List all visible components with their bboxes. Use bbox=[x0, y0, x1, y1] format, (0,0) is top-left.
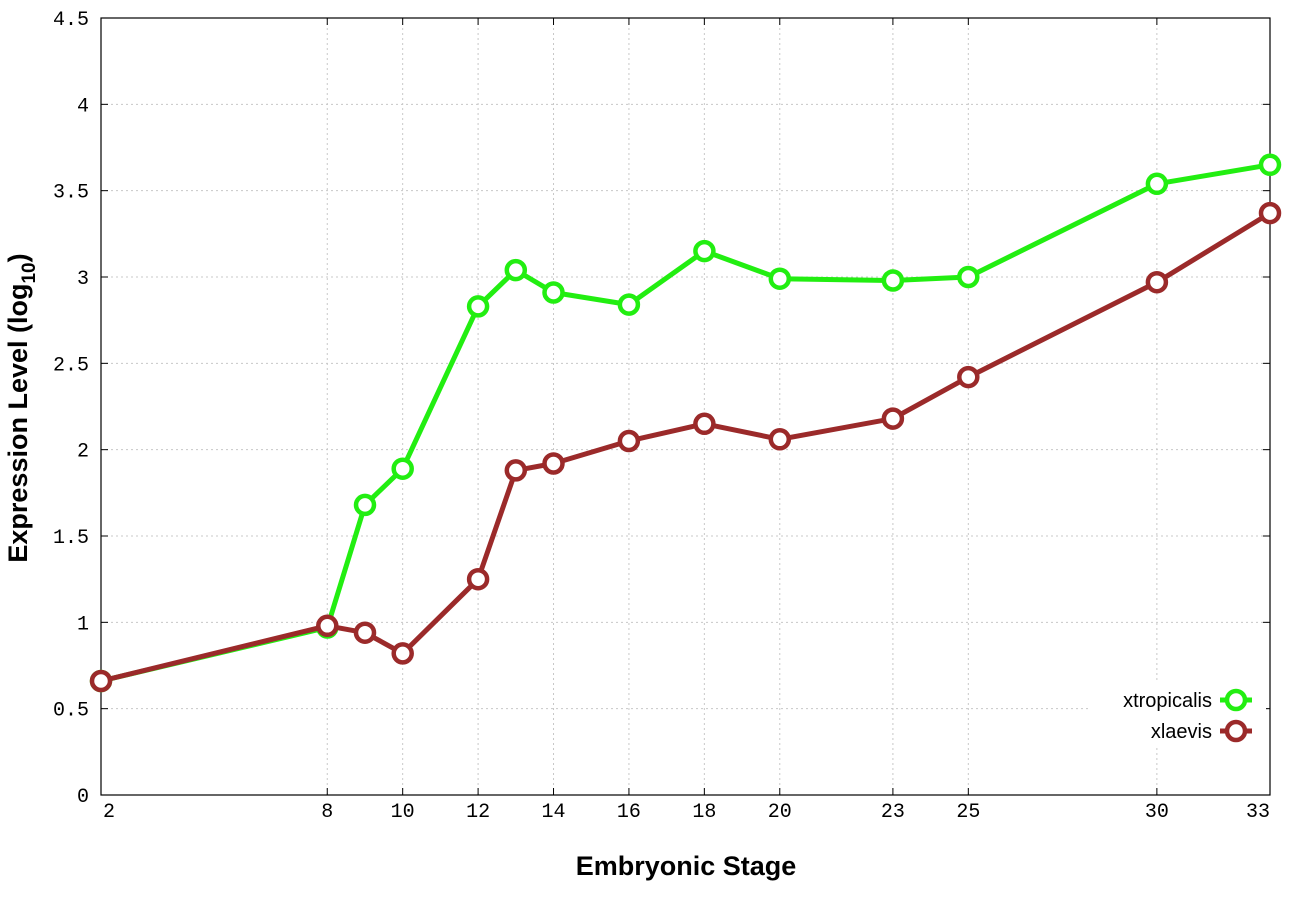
data-point-xlaevis bbox=[542, 452, 565, 475]
y-tick-label: 4.5 bbox=[53, 9, 89, 32]
x-tick-labels: 2 8 10 12 14 16 18 20 23 25 30 33 bbox=[103, 801, 1270, 824]
data-point-xtropicalis bbox=[1145, 172, 1169, 196]
data-point-xlaevis bbox=[1258, 201, 1282, 225]
x-tick-label: 20 bbox=[768, 801, 792, 824]
data-point-xlaevis bbox=[466, 567, 490, 591]
legend-label-xtropicalis: xtropicalis bbox=[1123, 690, 1212, 712]
data-point-xtropicalis bbox=[957, 265, 980, 289]
x-tick-label: 18 bbox=[692, 801, 716, 824]
axis-ticks bbox=[100, 17, 1271, 796]
plot-frame bbox=[100, 17, 1271, 796]
series-line-xtropicalis bbox=[100, 162, 1271, 684]
data-point-xtropicalis bbox=[391, 457, 414, 480]
legend-label-xlaevis: xlaevis bbox=[1151, 721, 1212, 743]
data-point-xtropicalis bbox=[693, 239, 716, 263]
x-tick-label: 12 bbox=[466, 801, 490, 824]
x-tick-label: 2 bbox=[103, 801, 115, 824]
x-tick-label: 23 bbox=[881, 801, 905, 824]
data-point-xlaevis bbox=[504, 459, 528, 482]
y-tick-label: 1 bbox=[77, 613, 89, 636]
data-point-xlaevis bbox=[316, 614, 339, 638]
data-point-xlaevis bbox=[89, 669, 113, 693]
series-line-xlaevis bbox=[100, 210, 1272, 684]
x-tick-label: 8 bbox=[321, 801, 333, 824]
y-tick-label: 3 bbox=[77, 268, 89, 291]
legend: xtropicalis xlaevis bbox=[1090, 680, 1266, 748]
y-tick-label: 3.5 bbox=[53, 182, 89, 205]
y-axis-title-subscript: 10 bbox=[19, 262, 40, 283]
legend-marker-xtropicalis bbox=[1224, 688, 1248, 712]
x-tick-label: 33 bbox=[1246, 801, 1270, 824]
data-point-xlaevis bbox=[768, 428, 792, 451]
data-point-xtropicalis bbox=[353, 493, 377, 517]
y-tick-label: 2 bbox=[77, 441, 89, 464]
y-tick-label: 4 bbox=[77, 95, 89, 118]
x-tick-label: 30 bbox=[1145, 801, 1169, 824]
data-point-xtropicalis bbox=[617, 293, 641, 316]
legend-marker-xlaevis bbox=[1224, 719, 1248, 743]
series-xlaevis bbox=[89, 201, 1282, 693]
x-tick-label: 14 bbox=[542, 801, 566, 824]
data-point-xlaevis bbox=[617, 429, 641, 453]
y-axis-title-close: ) bbox=[3, 253, 33, 262]
data-point-xlaevis bbox=[881, 407, 905, 430]
y-tick-label: 1.5 bbox=[53, 527, 89, 550]
data-point-xlaevis bbox=[391, 642, 414, 665]
data-point-xtropicalis bbox=[466, 295, 490, 318]
data-point-xtropicalis bbox=[768, 267, 792, 290]
data-point-xtropicalis bbox=[1258, 153, 1282, 177]
data-point-xtropicalis bbox=[542, 281, 565, 304]
data-point-xlaevis bbox=[1145, 270, 1169, 294]
data-point-xtropicalis bbox=[504, 258, 528, 282]
grid-lines bbox=[101, 18, 1270, 795]
data-point-xlaevis bbox=[957, 365, 980, 389]
y-tick-labels: 0 0.5 1 1.5 2 2.5 3 3.5 4 4.5 bbox=[53, 9, 89, 809]
data-point-xlaevis bbox=[693, 412, 716, 436]
y-tick-label: 0 bbox=[77, 786, 89, 809]
data-series bbox=[89, 153, 1282, 693]
y-tick-label: 2.5 bbox=[53, 354, 89, 377]
y-axis-title-main: Expression Level (log bbox=[3, 284, 33, 563]
data-point-xtropicalis bbox=[881, 269, 905, 292]
x-tick-label: 25 bbox=[956, 801, 980, 824]
x-axis-title: Embryonic Stage bbox=[576, 851, 797, 881]
x-tick-label: 10 bbox=[391, 801, 415, 824]
y-tick-label: 0.5 bbox=[53, 700, 89, 723]
series-xtropicalis bbox=[89, 153, 1282, 693]
x-tick-label: 16 bbox=[617, 801, 641, 824]
y-axis-title: Expression Level (log10) bbox=[3, 253, 40, 562]
data-point-xlaevis bbox=[353, 621, 377, 644]
